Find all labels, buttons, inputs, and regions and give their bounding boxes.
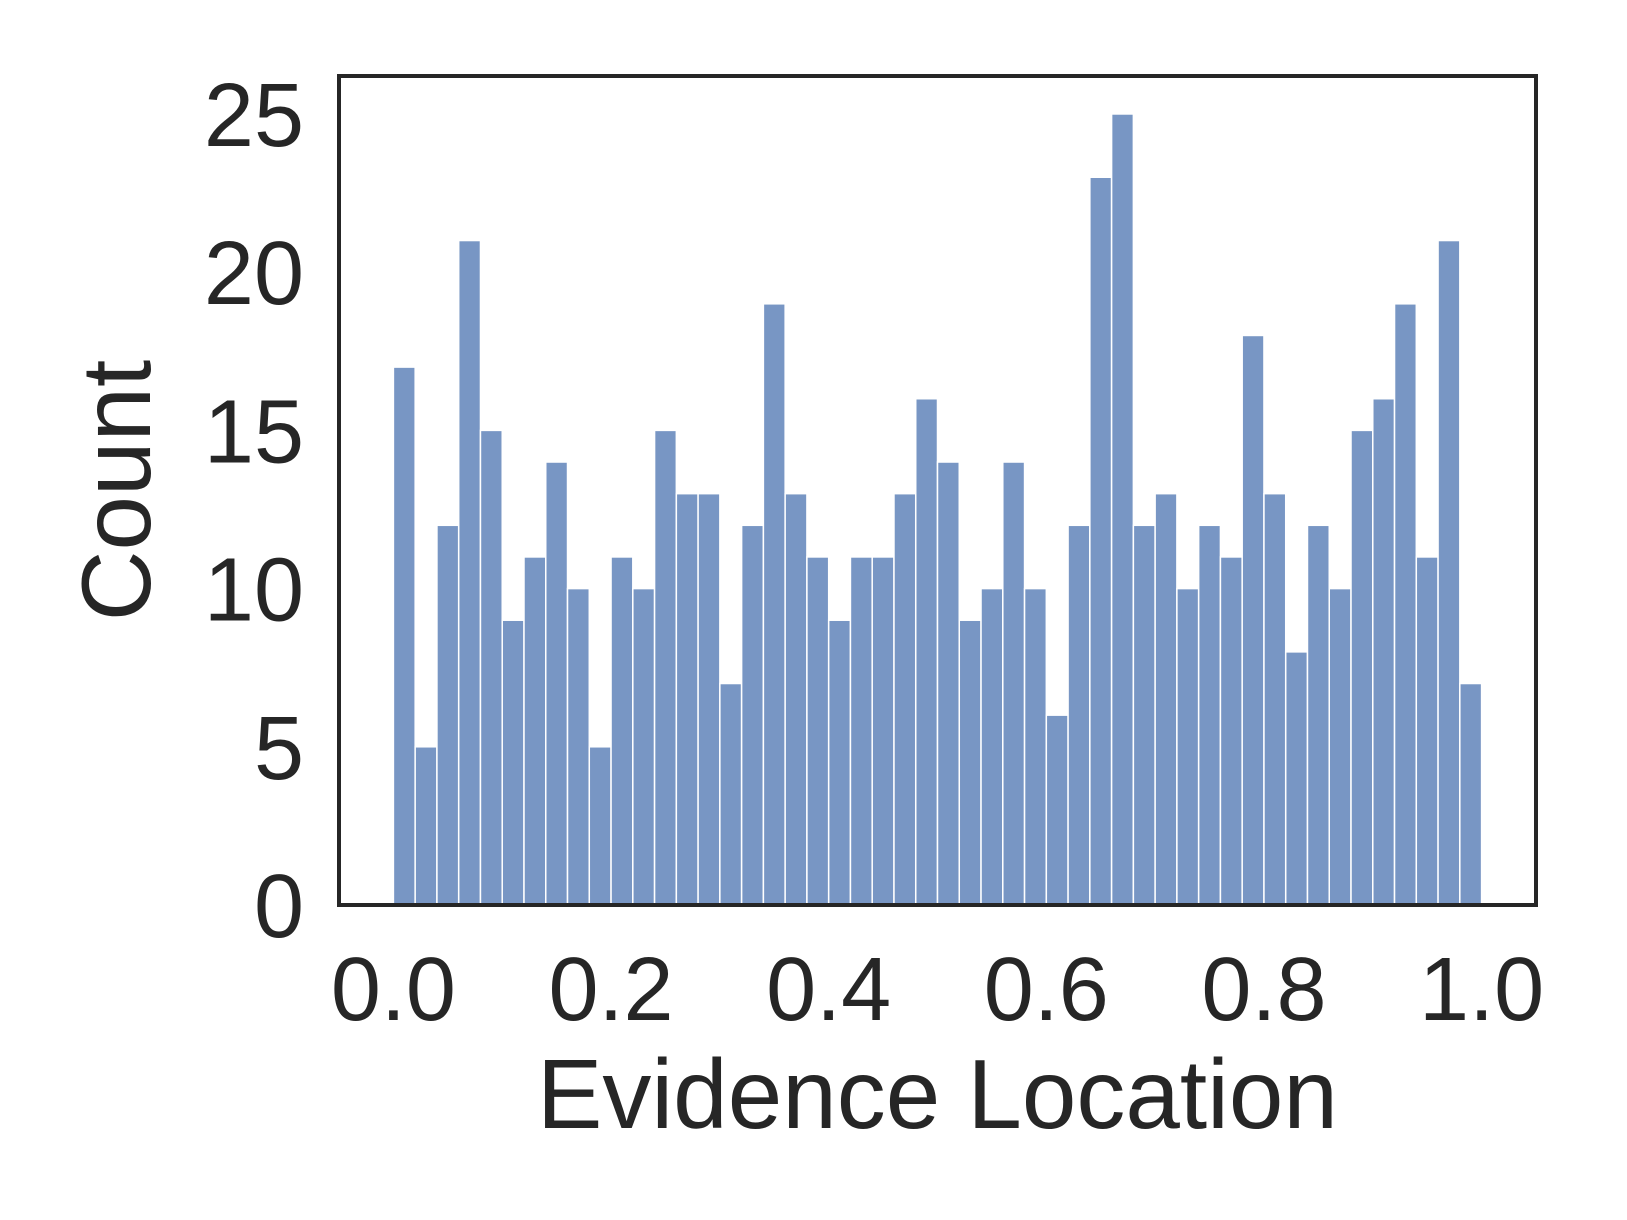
x-tick-labels: 0.0 0.2 0.4 0.6 0.8 1.0 xyxy=(331,940,1544,1040)
x-tick-label: 0.4 xyxy=(766,940,891,1040)
histogram-bar xyxy=(610,556,634,906)
histogram-bar xyxy=(1328,587,1352,906)
histogram-bar xyxy=(1459,682,1483,906)
histogram-bar xyxy=(1023,587,1048,906)
histogram-bar xyxy=(1110,113,1135,906)
histogram-bar xyxy=(392,366,416,906)
histogram-bar xyxy=(697,492,721,906)
histogram-bar xyxy=(1002,461,1026,906)
histogram-bar xyxy=(457,239,482,906)
histogram-bar xyxy=(1154,492,1178,906)
histogram-bar xyxy=(436,524,460,906)
histogram-bar xyxy=(1437,239,1461,906)
histogram-bar xyxy=(632,587,656,906)
histogram-bar xyxy=(523,556,547,906)
histogram-bar xyxy=(1263,492,1287,906)
histogram-bar xyxy=(1219,556,1243,906)
histogram-bar xyxy=(1241,334,1265,906)
y-tick-labels: 0 5 10 15 20 25 xyxy=(204,66,304,957)
histogram-bar xyxy=(980,587,1004,906)
histogram-bar xyxy=(762,303,786,906)
histogram-bar xyxy=(784,492,808,906)
x-tick-label: 1.0 xyxy=(1419,940,1544,1040)
histogram-bar xyxy=(871,556,895,906)
histogram-bar xyxy=(1350,429,1374,906)
histogram-bar xyxy=(1132,524,1156,906)
histogram-bar xyxy=(1197,524,1222,906)
histogram-bar xyxy=(1284,651,1309,906)
histogram-bar xyxy=(414,746,438,906)
y-tick-label: 20 xyxy=(204,224,304,324)
histogram-bar xyxy=(1306,524,1330,906)
histogram-bar xyxy=(936,461,961,906)
histogram-bar xyxy=(719,682,743,906)
y-tick-label: 25 xyxy=(204,66,304,166)
histogram-bar xyxy=(653,429,678,906)
histogram-bar xyxy=(1393,303,1418,906)
bars-group xyxy=(392,113,1483,906)
y-tick-label: 0 xyxy=(254,857,304,957)
x-axis-label: Evidence Location xyxy=(537,1039,1338,1149)
histogram-bar xyxy=(827,619,852,906)
y-tick-label: 5 xyxy=(254,699,304,799)
histogram-bar xyxy=(806,556,830,906)
histogram-bar xyxy=(675,492,699,906)
histogram-bar xyxy=(914,397,939,906)
histogram-bar xyxy=(479,429,503,906)
histogram-bar xyxy=(849,556,873,906)
histogram-bar xyxy=(566,587,591,906)
histogram-bar xyxy=(1089,176,1113,906)
histogram-bar xyxy=(1415,556,1439,906)
histogram-bar xyxy=(958,619,982,906)
plot-frame xyxy=(337,74,1538,907)
histogram-bar xyxy=(1372,397,1396,906)
y-tick-label: 10 xyxy=(204,541,304,641)
x-tick-label: 0.8 xyxy=(1201,940,1326,1040)
histogram-bar xyxy=(1045,714,1069,906)
histogram-bar xyxy=(545,461,569,906)
histogram-bar xyxy=(588,746,612,906)
histogram-bar xyxy=(501,619,525,906)
x-tick-label: 0.6 xyxy=(984,940,1109,1040)
y-tick-label: 15 xyxy=(204,382,304,482)
histogram-bar xyxy=(1176,587,1200,906)
y-axis-label: Count xyxy=(61,360,171,622)
histogram-bar xyxy=(1067,524,1091,906)
histogram-bar xyxy=(740,524,765,906)
x-tick-label: 0.2 xyxy=(548,940,673,1040)
x-tick-label: 0.0 xyxy=(331,940,456,1040)
histogram-bar xyxy=(893,492,917,906)
